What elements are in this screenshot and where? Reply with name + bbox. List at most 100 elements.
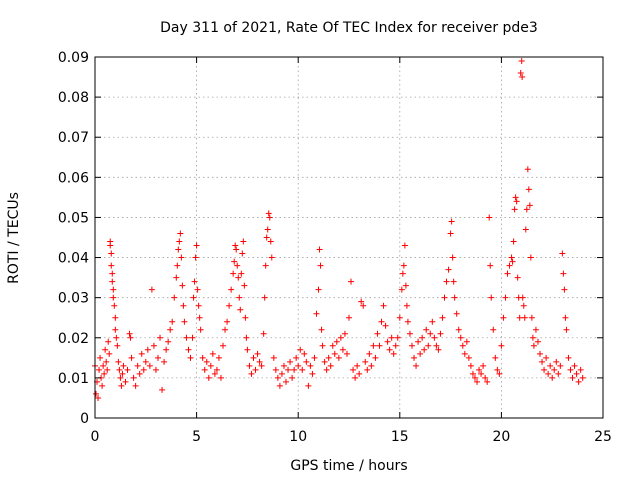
data-point: [553, 358, 560, 365]
data-point: [246, 362, 253, 369]
data-point: [138, 350, 145, 357]
data-point: [242, 314, 249, 321]
data-point: [270, 354, 277, 361]
data-point: [99, 382, 106, 389]
data-point: [496, 370, 503, 377]
data-point: [401, 242, 408, 249]
data-point: [241, 282, 248, 289]
data-point: [122, 378, 129, 385]
data-point: [317, 262, 324, 269]
data-point: [261, 294, 268, 301]
data-point: [262, 262, 269, 269]
data-point: [404, 318, 411, 325]
y-tick-label: 0.05: [58, 210, 89, 226]
data-point: [513, 198, 520, 205]
data-point: [215, 354, 222, 361]
data-point: [148, 286, 155, 293]
data-point: [311, 354, 318, 361]
data-point: [112, 326, 119, 333]
data-point: [173, 274, 180, 281]
data-point: [299, 366, 306, 373]
data-point: [519, 74, 526, 81]
data-point: [180, 302, 187, 309]
data-point: [579, 374, 586, 381]
data-point: [331, 350, 338, 357]
data-point: [400, 262, 407, 269]
data-point: [96, 366, 103, 373]
data-point: [427, 330, 434, 337]
data-point: [498, 342, 505, 349]
data-point: [199, 354, 206, 361]
data-point: [343, 350, 350, 357]
data-point: [232, 242, 239, 249]
data-point: [120, 362, 127, 369]
data-point: [114, 342, 121, 349]
data-point: [447, 230, 454, 237]
data-point: [451, 294, 458, 301]
data-point: [421, 346, 428, 353]
data-point: [577, 366, 584, 373]
data-point: [132, 382, 139, 389]
data-point: [177, 230, 184, 237]
data-point: [117, 374, 124, 381]
data-point: [196, 314, 203, 321]
data-point: [250, 354, 257, 361]
data-point: [386, 346, 393, 353]
data-point: [201, 366, 208, 373]
data-point: [207, 362, 214, 369]
data-point: [169, 318, 176, 325]
data-point: [484, 378, 491, 385]
data-point: [425, 342, 432, 349]
data-point: [358, 298, 365, 305]
data-point: [519, 294, 526, 301]
data-point: [465, 354, 472, 361]
data-point: [134, 362, 141, 369]
data-point: [467, 362, 474, 369]
data-point: [126, 330, 133, 337]
data-point: [559, 250, 566, 257]
data-point: [380, 302, 387, 309]
data-point: [429, 318, 436, 325]
data-point: [95, 394, 102, 401]
data-point: [283, 378, 290, 385]
data-point: [335, 354, 342, 361]
data-point: [329, 342, 336, 349]
data-point: [463, 338, 470, 345]
data-point: [354, 362, 361, 369]
data-point: [573, 370, 580, 377]
data-point: [469, 370, 476, 377]
data-point: [316, 246, 323, 253]
data-point: [102, 346, 109, 353]
data-point: [487, 262, 494, 269]
data-point: [549, 374, 556, 381]
data-point: [205, 374, 212, 381]
data-point: [539, 358, 546, 365]
data-point: [146, 362, 153, 369]
data-point: [415, 338, 422, 345]
data-point: [301, 350, 308, 357]
data-point: [500, 314, 507, 321]
data-point: [305, 382, 312, 389]
chart-title: Day 311 of 2021, Rate Of TEC Index for r…: [160, 20, 538, 36]
data-point: [116, 366, 123, 373]
data-point: [555, 370, 562, 377]
data-point: [161, 358, 168, 365]
data-point: [103, 358, 110, 365]
data-point: [190, 294, 197, 301]
data-point: [521, 314, 528, 321]
data-point: [374, 330, 381, 337]
x-tick-label: 25: [594, 429, 612, 445]
data-point: [448, 218, 455, 225]
data-point: [423, 326, 430, 333]
data-point: [109, 270, 116, 277]
data-point: [528, 314, 535, 321]
data-point: [525, 186, 532, 193]
data-point: [315, 286, 322, 293]
data-point: [291, 366, 298, 373]
data-point: [175, 246, 182, 253]
data-point: [244, 346, 251, 353]
data-point: [209, 350, 216, 357]
data-point: [157, 334, 164, 341]
data-point: [240, 238, 247, 245]
data-point: [236, 294, 243, 301]
